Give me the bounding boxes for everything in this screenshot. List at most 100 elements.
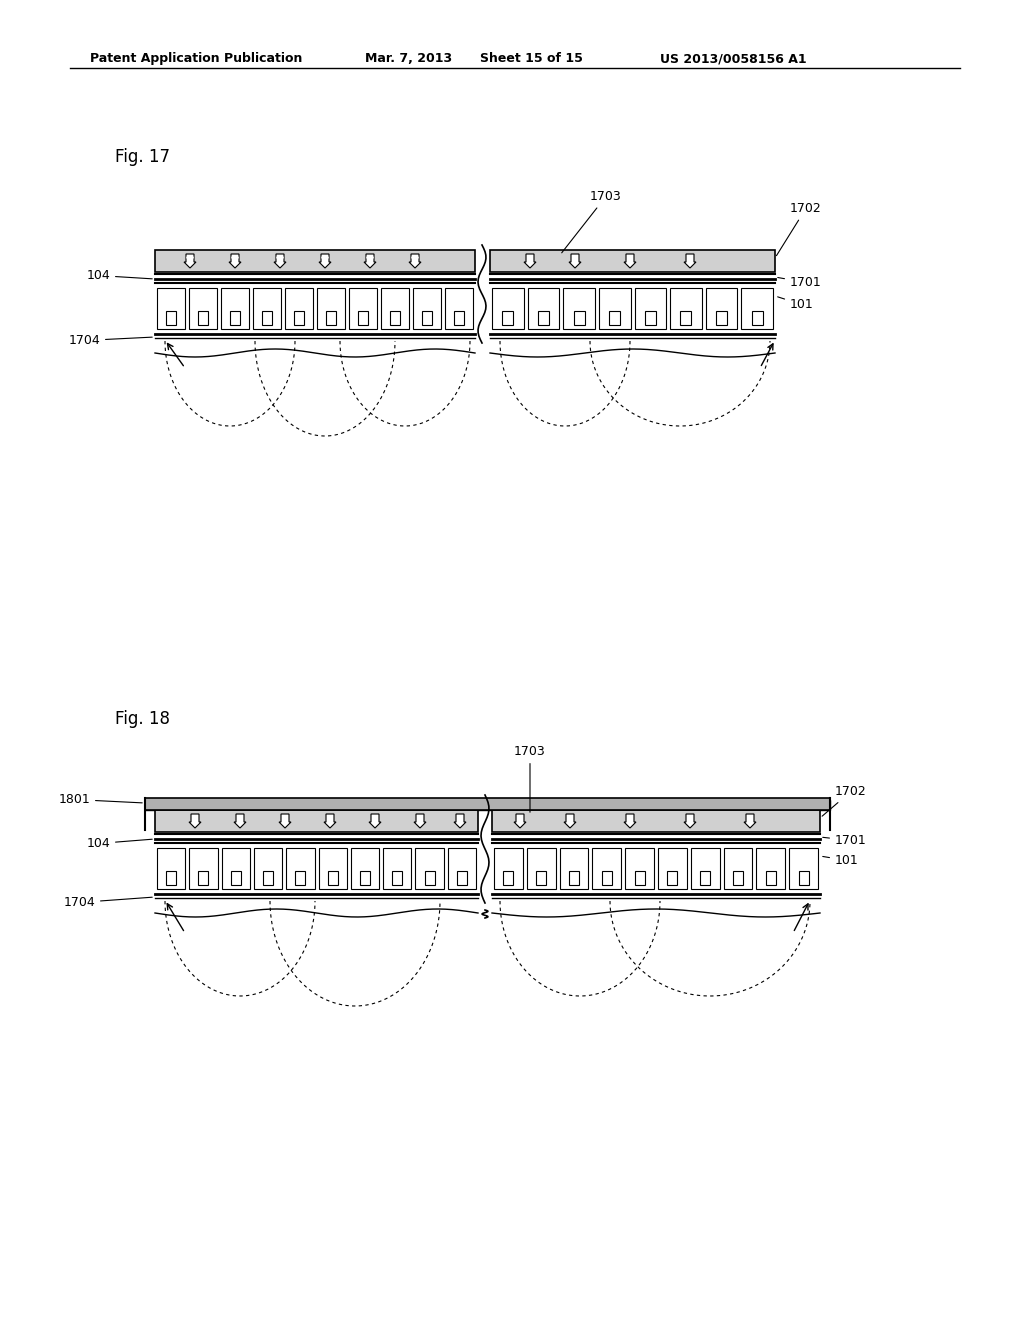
Bar [155, 249, 475, 272]
FancyArrow shape [564, 814, 575, 828]
Bar [668, 871, 678, 884]
Bar [230, 871, 241, 884]
Bar [155, 810, 478, 832]
Bar [790, 847, 818, 888]
Bar [262, 310, 272, 325]
Bar [381, 288, 409, 329]
Bar [318, 847, 347, 888]
FancyArrow shape [624, 253, 636, 268]
Bar [286, 847, 314, 888]
Bar [559, 847, 589, 888]
Bar [457, 871, 467, 884]
Bar [706, 288, 737, 329]
FancyArrow shape [364, 253, 376, 268]
Bar [766, 871, 776, 884]
FancyArrow shape [684, 814, 696, 828]
Bar [658, 847, 687, 888]
Bar [221, 288, 249, 329]
Bar [447, 847, 476, 888]
Bar [294, 310, 304, 325]
Bar [317, 288, 345, 329]
Bar [198, 310, 208, 325]
Bar [390, 310, 400, 325]
FancyArrow shape [319, 253, 331, 268]
FancyArrow shape [369, 814, 381, 828]
Text: Mar. 7, 2013: Mar. 7, 2013 [365, 51, 453, 65]
Bar [254, 847, 283, 888]
FancyArrow shape [279, 814, 291, 828]
FancyArrow shape [189, 814, 201, 828]
Bar [295, 871, 305, 884]
FancyArrow shape [744, 814, 756, 828]
Bar [609, 310, 621, 325]
Bar [799, 871, 809, 884]
Bar [752, 310, 763, 325]
Bar [445, 288, 473, 329]
Bar [454, 310, 464, 325]
Bar [537, 871, 546, 884]
Bar [635, 288, 667, 329]
Bar [383, 847, 412, 888]
Bar [494, 847, 523, 888]
FancyArrow shape [524, 253, 536, 268]
FancyArrow shape [514, 814, 526, 828]
Text: Fig. 17: Fig. 17 [115, 148, 170, 166]
Bar [741, 288, 773, 329]
Bar [645, 310, 655, 325]
FancyArrow shape [569, 253, 581, 268]
Bar [573, 310, 585, 325]
Bar [680, 310, 691, 325]
Bar [166, 310, 176, 325]
Bar [416, 847, 443, 888]
Bar [328, 871, 338, 884]
Text: 101: 101 [822, 854, 859, 867]
Bar [691, 847, 720, 888]
Text: Patent Application Publication: Patent Application Publication [90, 51, 302, 65]
Text: 1704: 1704 [69, 334, 153, 347]
Bar [599, 288, 631, 329]
Bar [358, 310, 368, 325]
Bar [157, 847, 185, 888]
Text: 1701: 1701 [778, 276, 821, 289]
Bar [392, 871, 402, 884]
Text: 1703: 1703 [562, 190, 622, 253]
Text: 1703: 1703 [514, 744, 546, 812]
Bar [670, 288, 701, 329]
Bar [538, 310, 549, 325]
Bar [626, 847, 654, 888]
Bar [263, 871, 273, 884]
Text: 1801: 1801 [58, 793, 142, 807]
Bar [635, 871, 645, 884]
Bar [492, 810, 820, 832]
Text: 1702: 1702 [822, 785, 866, 816]
Bar [733, 871, 743, 884]
Bar [716, 310, 727, 325]
FancyArrow shape [454, 814, 466, 828]
Text: US 2013/0058156 A1: US 2013/0058156 A1 [660, 51, 807, 65]
Text: 1701: 1701 [822, 834, 866, 847]
Bar [349, 288, 377, 329]
Bar [221, 847, 250, 888]
Bar [757, 847, 785, 888]
Bar [326, 310, 336, 325]
Bar [230, 310, 240, 325]
Bar [253, 288, 281, 329]
FancyArrow shape [409, 253, 421, 268]
Bar [166, 871, 176, 884]
Bar [145, 800, 830, 810]
FancyArrow shape [624, 814, 636, 828]
FancyArrow shape [184, 253, 196, 268]
Bar [157, 288, 185, 329]
FancyArrow shape [684, 253, 696, 268]
Bar [602, 871, 612, 884]
FancyArrow shape [414, 814, 426, 828]
Bar [503, 310, 513, 325]
FancyArrow shape [229, 253, 241, 268]
Bar [527, 288, 559, 329]
Text: 104: 104 [86, 837, 153, 850]
Bar [199, 871, 209, 884]
Bar [360, 871, 370, 884]
Bar [563, 288, 595, 329]
Bar [526, 847, 556, 888]
Bar [189, 288, 217, 329]
